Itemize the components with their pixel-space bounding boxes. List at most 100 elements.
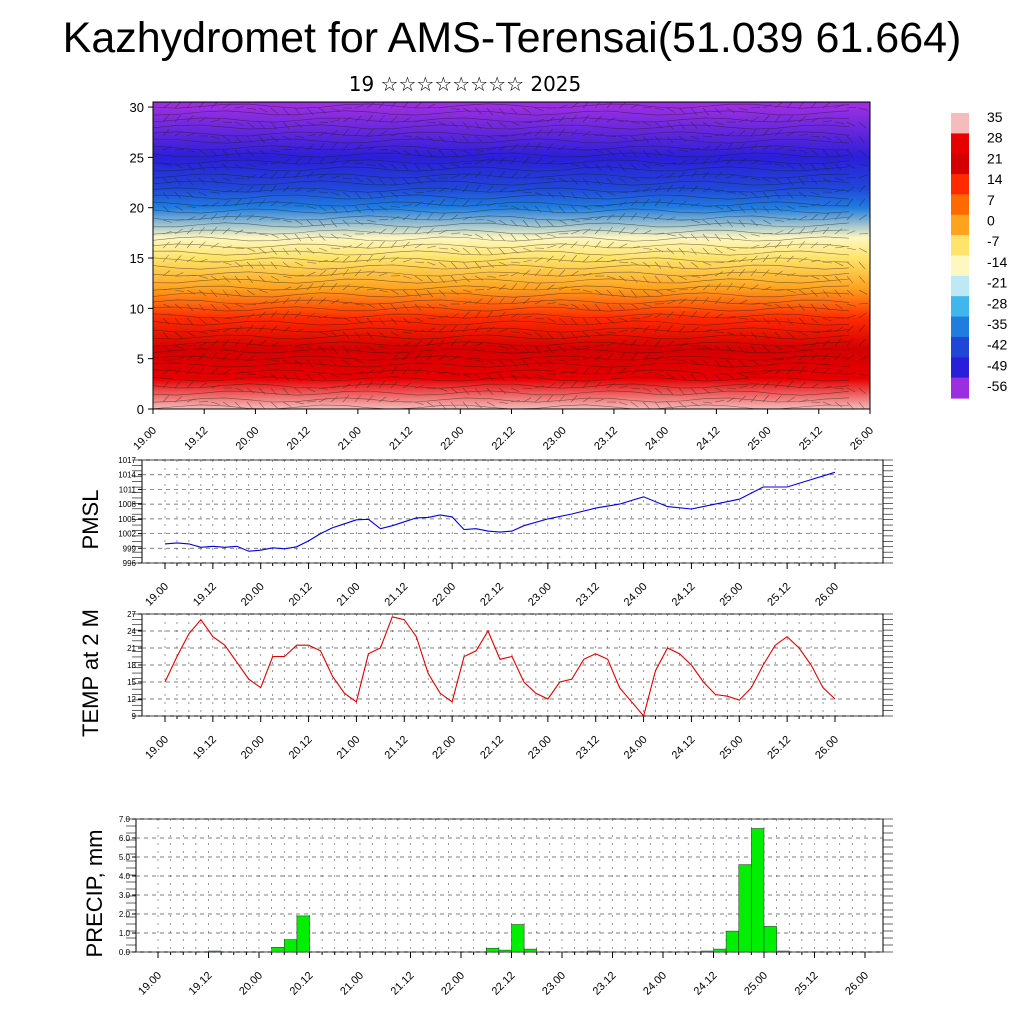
wind-barb	[762, 242, 771, 249]
wind-barb	[174, 114, 181, 123]
wind-barb	[378, 163, 387, 169]
wind-barb	[714, 107, 722, 115]
wind-barb	[342, 233, 352, 238]
wind-barb	[606, 275, 616, 280]
wind-barb	[390, 344, 401, 347]
wind-barb	[822, 243, 832, 249]
wind-barb	[318, 260, 328, 263]
wind-barb	[210, 367, 218, 375]
pmsl-panel: 996 999 1002 1005 1008 1011 1014 1017 19.00 19.12…	[78, 456, 893, 609]
wind-barb	[666, 121, 674, 129]
wind-barb	[198, 317, 207, 324]
wind-barb	[666, 199, 674, 207]
wind-barb	[246, 175, 256, 179]
wind-barb	[726, 247, 736, 252]
wind-barb	[570, 219, 580, 223]
wind-barb	[330, 142, 337, 151]
wind-barb	[282, 344, 293, 347]
wind-barb	[342, 143, 350, 151]
wind-barb	[318, 359, 325, 368]
wind-barb	[762, 359, 772, 363]
wind-barb	[426, 135, 435, 142]
wind-barb	[294, 284, 303, 291]
wind-barb	[234, 247, 245, 249]
wind-barb	[738, 395, 746, 403]
wind-barb	[822, 212, 830, 221]
wind-barb	[558, 371, 568, 375]
wind-barb	[378, 356, 388, 361]
wind-barb	[702, 205, 713, 207]
wind-barb	[450, 324, 458, 333]
wind-barb	[558, 177, 568, 183]
wind-barb	[726, 131, 735, 137]
wind-barb	[294, 157, 302, 165]
wind-barb	[174, 219, 185, 221]
wind-barb	[642, 121, 652, 127]
wind-barb	[330, 345, 337, 354]
wind-barb	[558, 205, 566, 213]
wind-barb	[750, 219, 758, 227]
wind-barb	[822, 275, 831, 282]
wind-barb	[498, 274, 508, 277]
wind-barb	[762, 394, 769, 403]
wind-barb	[198, 117, 207, 123]
wind-barb	[702, 387, 711, 394]
x-tick-label: 26.00	[843, 970, 871, 998]
wind-barb	[582, 380, 589, 389]
wind-barb	[582, 163, 591, 169]
wind-barb	[546, 245, 556, 249]
x-tick-label: 19.12	[191, 581, 219, 609]
wind-barb	[174, 149, 185, 151]
wind-barb	[822, 303, 830, 311]
wind-barb	[510, 387, 520, 392]
wind-barb	[582, 367, 590, 375]
precip-bar	[284, 939, 298, 953]
wind-barb	[522, 359, 529, 368]
wind-barb	[174, 345, 184, 349]
wind-barb	[522, 219, 529, 228]
wind-barb	[594, 149, 604, 154]
wind-barb	[522, 259, 532, 263]
wind-barb	[498, 345, 508, 349]
wind-barb	[270, 121, 277, 130]
wind-barb	[858, 233, 869, 235]
wind-barb	[390, 205, 400, 208]
wind-barb	[546, 331, 554, 339]
wind-barb	[858, 174, 868, 179]
wind-barb	[186, 177, 193, 186]
wind-barb	[414, 163, 421, 172]
wind-barb	[618, 401, 628, 406]
wind-barb	[558, 381, 566, 389]
wind-barb	[414, 227, 422, 235]
wind-barb	[174, 356, 184, 361]
wind-barb	[390, 256, 399, 263]
wind-barb	[630, 353, 638, 361]
wind-barb	[510, 219, 518, 227]
wind-barb	[630, 261, 640, 266]
wind-barb	[438, 325, 446, 333]
wind-barb	[858, 275, 866, 283]
wind-barb	[714, 297, 722, 305]
wind-barb	[486, 219, 496, 223]
wind-barb	[186, 132, 196, 137]
wind-barb	[510, 283, 518, 291]
wind-barb	[642, 401, 650, 409]
wind-barb	[582, 331, 591, 339]
wind-barb	[606, 241, 614, 249]
wind-barb	[618, 102, 627, 109]
wind-barb	[534, 257, 543, 263]
wind-barb	[846, 314, 856, 319]
wind-barb	[378, 114, 385, 123]
wind-barb	[750, 382, 759, 389]
wind-barb	[318, 282, 325, 291]
colorbar-segment	[951, 113, 969, 134]
wind-barb	[162, 114, 169, 123]
wind-barb	[246, 289, 255, 296]
wind-barb	[450, 339, 458, 347]
wind-barb	[438, 229, 448, 235]
wind-barb	[282, 373, 290, 381]
wind-barb	[786, 115, 794, 123]
wind-barb	[450, 135, 457, 144]
wind-barb	[414, 401, 424, 405]
wind-barb	[738, 219, 746, 228]
